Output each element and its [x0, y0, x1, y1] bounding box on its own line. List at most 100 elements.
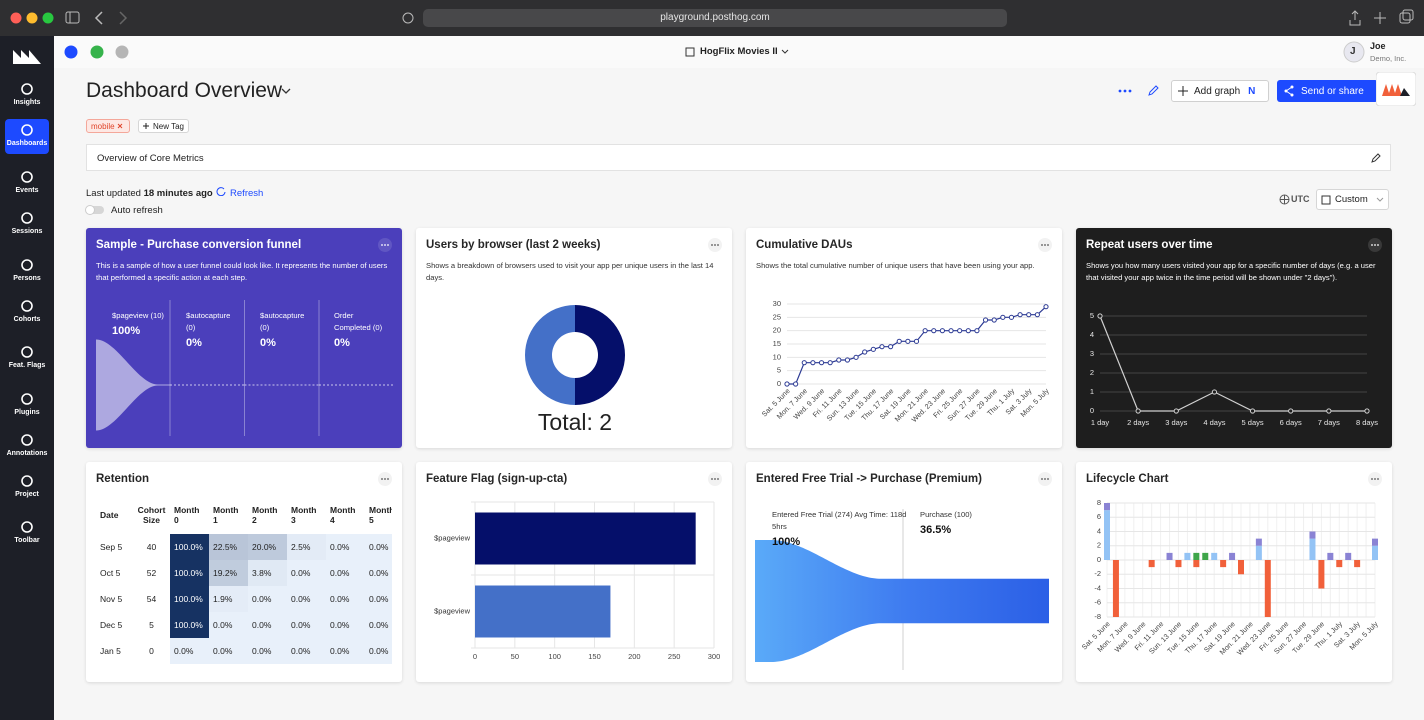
edit-icon[interactable]	[1370, 152, 1382, 164]
retention-table: Date Cohort Size Month 0 Month 1 Month 2 Mont…	[96, 496, 392, 664]
auto-refresh-toggle[interactable]	[85, 204, 107, 216]
menu-dot	[1371, 478, 1373, 480]
top-bar-icons	[64, 41, 1365, 63]
table-cell: 100.0%	[170, 560, 209, 586]
table-cell: 100.0%	[170, 586, 209, 612]
date-range-select[interactable]: Custom	[1316, 189, 1389, 210]
point	[1034, 312, 1040, 318]
point	[991, 317, 997, 323]
nav-label[interactable]: Project	[15, 491, 39, 498]
column-header: Month 0	[174, 505, 200, 525]
add-graph-label: Add graph	[1194, 85, 1241, 97]
table-cell: 20.0%	[248, 534, 287, 560]
dashboard-actions[interactable]	[1116, 84, 1164, 98]
funnel-bar	[903, 578, 1049, 624]
top-bar: HogFlix Movies II J Joe Demo, Inc.	[54, 36, 1424, 68]
y-tick-label: 5	[777, 366, 781, 375]
tile-menu[interactable]	[378, 238, 392, 252]
bar-segment	[1309, 531, 1316, 539]
last-updated-label: Last updated	[86, 188, 141, 199]
point	[922, 328, 928, 334]
y-tick-label: -8	[1094, 612, 1101, 621]
tile-menu[interactable]	[1038, 472, 1052, 486]
description-box[interactable]: Overview of Core Metrics	[86, 144, 1391, 171]
tag[interactable]: mobile	[86, 119, 130, 133]
step-name: Purchase	[920, 510, 953, 519]
column-header: Month 1	[213, 505, 239, 525]
point	[888, 344, 894, 350]
new-tag-button[interactable]: New Tag	[138, 119, 189, 133]
share-button[interactable]: Send or share	[1277, 80, 1378, 102]
share-label: Send or share	[1301, 85, 1364, 97]
column-header: Month 4	[330, 505, 356, 525]
add-graph-button[interactable]: Add graph N	[1171, 80, 1269, 102]
url-bar[interactable]: playground.posthog.com	[423, 9, 1007, 27]
y-tick-label: 1	[1090, 387, 1094, 396]
table-cell: 0	[149, 646, 154, 656]
nav-icon	[21, 171, 33, 183]
step-percent: 0%	[186, 337, 202, 349]
tile-menu[interactable]	[378, 472, 392, 486]
nav-label[interactable]: Toolbar	[14, 537, 40, 544]
dashboard-title[interactable]: Dashboard Overview	[86, 79, 283, 102]
step-name: $autocapture	[186, 311, 231, 320]
last-updated: Last updated 18 minutes ago Refresh	[86, 186, 263, 199]
tile-title: Sample - Purchase conversion funnel	[96, 239, 302, 251]
point	[810, 360, 816, 366]
tile-menu[interactable]	[1038, 238, 1052, 252]
tile-menu[interactable]	[708, 238, 722, 252]
nav-label[interactable]: Insights	[13, 99, 41, 106]
sidebar-icons	[5, 50, 49, 533]
y-tick-label: 5	[1090, 311, 1094, 320]
funnel-area	[755, 540, 903, 662]
nav-label[interactable]: Annotations	[6, 450, 48, 457]
y-tick-label: 25	[773, 312, 781, 321]
bar-segment	[1104, 503, 1110, 511]
point	[1364, 408, 1370, 414]
tag-remove[interactable]	[115, 121, 125, 131]
browser-chrome: playground.posthog.com	[0, 0, 1424, 36]
tile-menu[interactable]	[1368, 238, 1382, 252]
bar-segment	[1255, 538, 1262, 546]
refresh-icon[interactable]	[215, 186, 227, 197]
refresh-link[interactable]: Refresh	[230, 188, 264, 199]
tile-menu[interactable]	[1368, 472, 1382, 486]
point	[818, 360, 825, 366]
y-tick-label: -6	[1094, 598, 1101, 607]
header-row: Date Cohort Size Month 0 Month 1 Month 2 Mont…	[96, 496, 392, 534]
x-tick-label: 200	[628, 652, 641, 661]
x-tick-label: 8 days	[1356, 418, 1378, 427]
nav-label[interactable]: Persons	[13, 275, 41, 282]
nav-icon	[21, 434, 33, 446]
project-name[interactable]: HogFlix Movies II	[700, 46, 778, 57]
menu-dot	[1377, 478, 1379, 480]
nav-label[interactable]: Dashboards	[6, 140, 48, 147]
table-row: Jan 5 0 0.0% 0.0% 0.0% 0.0% 0.0% 0.0%	[96, 638, 392, 664]
bar-segment	[1211, 552, 1218, 560]
funnel-step: Entered Free Trial (274) Avg Time: 118d …	[772, 509, 907, 550]
nav-label[interactable]: Cohorts	[13, 316, 41, 323]
y-tick-label: 2	[1090, 368, 1094, 377]
tile-title: Entered Free Trial -> Purchase (Premium)	[756, 473, 982, 485]
nav-icon	[21, 393, 33, 405]
dashboard-tile: 0 5 10 15 20 25 30 Sat. 5 June Mon. 7 June Wed. 9…	[746, 228, 1062, 448]
bar-segment	[1354, 560, 1361, 568]
tile-menu[interactable]	[708, 472, 722, 486]
nav-label[interactable]: Sessions	[11, 228, 43, 235]
step-percent: 0%	[260, 337, 276, 349]
y-tick-label: 4	[1090, 330, 1094, 339]
table-cell: 0.0%	[365, 560, 392, 586]
point	[957, 328, 963, 334]
y-tick-label: 30	[773, 299, 781, 308]
table-cell: 0.0%	[170, 638, 209, 664]
step-count: (0)	[186, 323, 196, 332]
nav-label[interactable]: Feat. Flags	[8, 362, 46, 369]
table-cell: 0.0%	[326, 560, 365, 586]
table-cell: Dec 5	[100, 620, 123, 630]
nav-label[interactable]: Plugins	[14, 409, 40, 416]
tile-title: Retention	[96, 473, 150, 485]
nav-icon	[21, 300, 33, 312]
nav-label[interactable]: Events	[15, 187, 39, 194]
title-caret[interactable]	[280, 86, 292, 96]
